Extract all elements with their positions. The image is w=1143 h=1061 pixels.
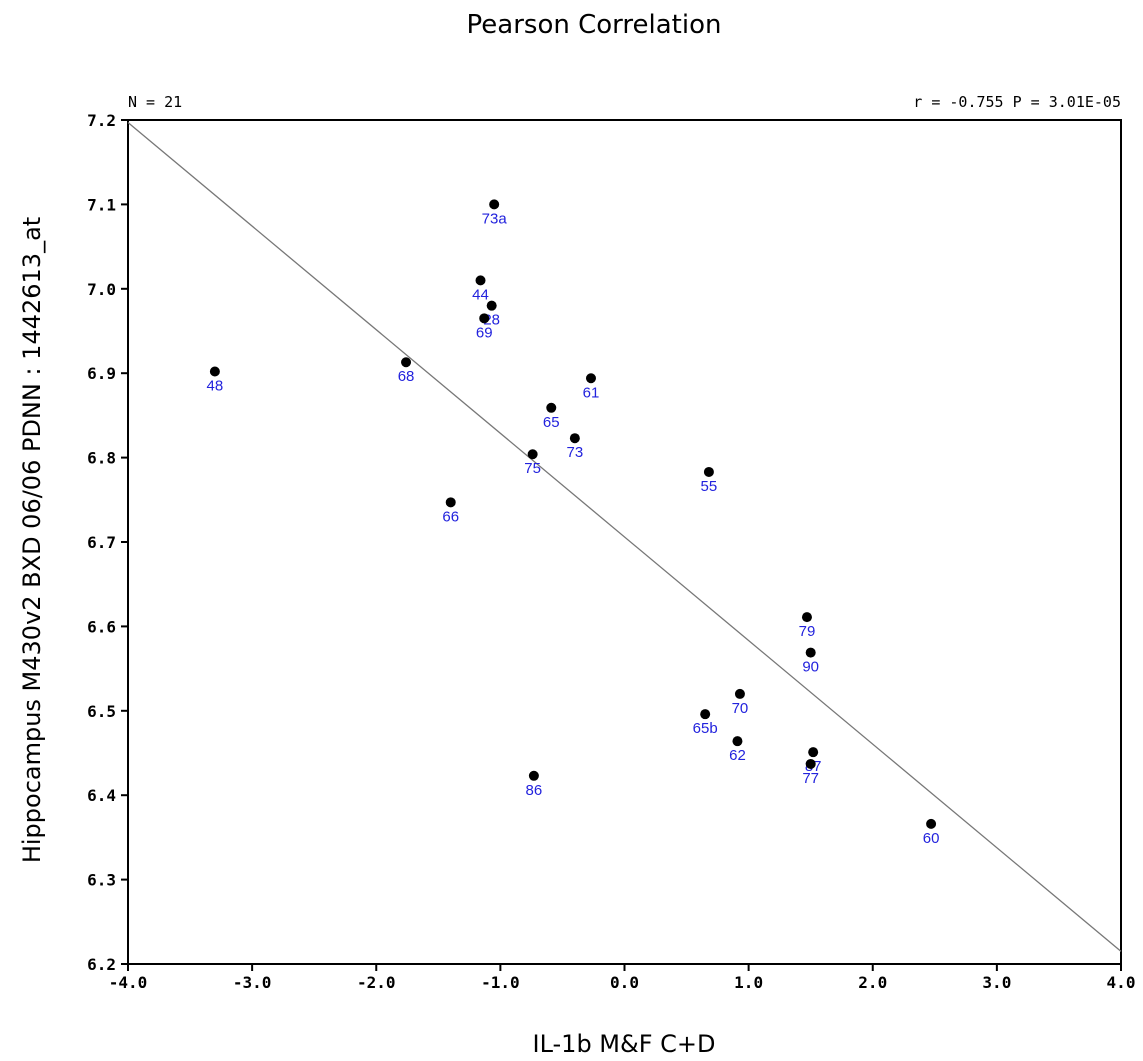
data-point-label: 61 xyxy=(583,384,600,401)
y-tick-label: 6.3 xyxy=(87,871,116,890)
n-count-label: N = 21 xyxy=(128,93,182,111)
data-point-label: 48 xyxy=(207,378,224,395)
data-point xyxy=(528,770,539,781)
data-point xyxy=(486,300,497,311)
x-tick-label: -3.0 xyxy=(233,973,272,992)
y-tick-label: 6.2 xyxy=(87,955,116,974)
x-tick-label: 4.0 xyxy=(1107,973,1136,992)
data-point xyxy=(700,709,711,720)
y-tick-label: 6.5 xyxy=(87,702,116,721)
x-tick-label: 1.0 xyxy=(734,973,763,992)
data-point xyxy=(445,497,456,508)
data-point-label: 60 xyxy=(923,830,940,847)
data-point xyxy=(209,366,220,377)
data-point-label: 44 xyxy=(472,286,489,303)
y-tick-label: 6.4 xyxy=(87,786,116,805)
data-point-label: 62 xyxy=(729,747,746,764)
x-tick-label: -4.0 xyxy=(109,973,148,992)
data-point xyxy=(401,357,412,368)
chart-title: Pearson Correlation xyxy=(467,10,722,40)
data-point xyxy=(805,647,816,658)
data-point xyxy=(734,688,745,699)
data-point-label: 70 xyxy=(732,700,749,717)
data-point-label: 75 xyxy=(524,460,541,477)
data-point-label: 86 xyxy=(526,782,543,799)
data-point xyxy=(732,736,743,747)
data-point xyxy=(489,199,500,210)
data-point xyxy=(703,466,714,477)
data-point-label: 79 xyxy=(799,623,816,640)
data-point xyxy=(808,747,819,758)
x-axis-label: IL-1b M&F C+D xyxy=(532,1030,715,1058)
data-point xyxy=(569,433,580,444)
y-axis-label: Hippocampus M430v2 BXD 06/06 PDNN : 1442… xyxy=(18,217,46,863)
data-point xyxy=(527,449,538,460)
x-tick-label: 0.0 xyxy=(610,973,639,992)
data-point xyxy=(926,818,937,829)
data-point xyxy=(801,612,812,623)
data-point-label: 73a xyxy=(482,210,508,227)
data-point-label: 77 xyxy=(802,770,819,787)
data-point xyxy=(585,373,596,384)
y-tick-label: 7.1 xyxy=(87,195,116,214)
x-tick-label: 3.0 xyxy=(982,973,1011,992)
x-tick-label: -2.0 xyxy=(357,973,396,992)
data-point-label: 55 xyxy=(701,478,718,495)
data-point xyxy=(475,275,486,286)
data-point-label: 90 xyxy=(802,659,819,676)
y-tick-label: 6.9 xyxy=(87,364,116,383)
data-point xyxy=(805,758,816,769)
y-tick-label: 7.0 xyxy=(87,280,116,299)
plot-area: -4.0 -3.0 -2.0 -1.0 0.0 1.0 2.0 3.0 4.0 6.2 6.3 6.4… xyxy=(87,111,1135,992)
data-point-label: 73 xyxy=(567,444,584,461)
x-tick-label: -1.0 xyxy=(481,973,520,992)
data-point-label: 66 xyxy=(442,508,459,525)
data-point-label: 69 xyxy=(476,324,493,341)
y-tick-label: 7.2 xyxy=(87,111,116,130)
y-tick-label: 6.7 xyxy=(87,533,116,552)
data-point xyxy=(479,313,490,324)
y-tick-label: 6.6 xyxy=(87,617,116,636)
data-point-label: 65b xyxy=(693,720,718,737)
data-point-label: 65 xyxy=(543,414,560,431)
correlation-stats-label: r = -0.755 P = 3.01E-05 xyxy=(913,93,1121,111)
data-point xyxy=(546,402,557,413)
regression-line xyxy=(127,122,1122,952)
x-tick-label: 2.0 xyxy=(858,973,887,992)
data-point-label: 68 xyxy=(398,368,415,385)
y-tick-label: 6.8 xyxy=(87,449,116,468)
